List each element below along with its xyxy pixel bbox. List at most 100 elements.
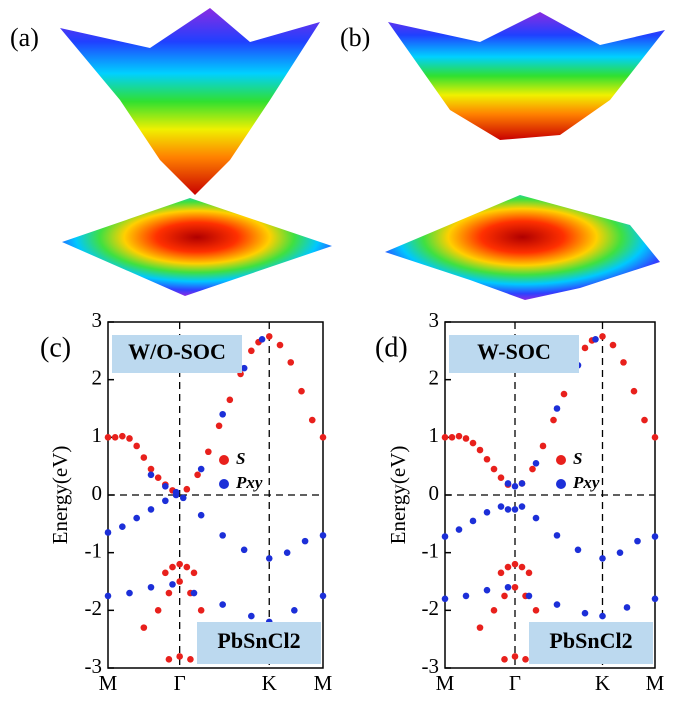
band-point	[258, 336, 266, 343]
band-point	[599, 333, 606, 340]
legend-marker	[556, 455, 566, 465]
x-tick-label: M	[436, 671, 455, 695]
legend-label: Pxy	[235, 473, 263, 492]
y-tick-label: -1	[422, 538, 440, 562]
x-tick-label: K	[595, 671, 610, 695]
band-point	[183, 563, 191, 571]
legend-marker	[556, 479, 566, 489]
band-point	[518, 480, 526, 487]
x-tick-label: K	[262, 671, 277, 695]
band-point	[553, 601, 561, 608]
band-point	[462, 592, 470, 600]
annotation: W-SOC	[477, 339, 551, 364]
band-point	[219, 410, 226, 418]
panel-label: (b)	[340, 23, 370, 52]
band-point	[483, 509, 491, 516]
annotation: W/O-SOC	[128, 339, 226, 364]
band-point	[283, 549, 291, 556]
band-point	[176, 560, 183, 568]
band-point	[172, 488, 180, 496]
band-point	[441, 434, 449, 441]
y-tick-label: -2	[422, 596, 440, 620]
band-point	[539, 442, 547, 450]
band-point	[462, 435, 470, 442]
band-point	[119, 432, 126, 440]
band-point	[490, 607, 498, 614]
band-point	[599, 555, 606, 562]
band-point	[455, 432, 463, 440]
band-point	[104, 529, 112, 536]
band-point	[219, 532, 226, 539]
band-point	[455, 526, 463, 533]
band-point	[248, 612, 255, 620]
y-tick-label: 1	[92, 423, 103, 447]
y-tick-label: 0	[92, 481, 103, 505]
band-point	[504, 480, 512, 487]
band-point	[511, 506, 519, 513]
x-tick-label: Γ	[174, 671, 186, 695]
band-point	[165, 589, 173, 597]
panel-label: (a)	[10, 23, 39, 52]
band-point	[550, 416, 557, 424]
y-axis-label: Energy(eV)	[48, 446, 72, 545]
band-point	[623, 604, 631, 611]
band-point	[483, 586, 491, 594]
band-point	[504, 506, 512, 513]
band-point	[630, 387, 638, 395]
legend-label: Pxy	[572, 473, 600, 492]
band-point	[518, 503, 526, 510]
band-point	[651, 533, 659, 540]
band-point	[525, 569, 533, 577]
band-point	[126, 589, 133, 597]
plot-frame	[444, 321, 656, 669]
legend-marker	[219, 455, 229, 465]
band-point	[574, 546, 582, 554]
band-point	[194, 471, 201, 479]
band-point	[133, 514, 140, 522]
legend-label: S	[573, 449, 582, 468]
annotation: PbSnCl2	[549, 628, 632, 653]
band-point	[190, 589, 198, 597]
band-point	[634, 537, 641, 545]
panel-label: (d)	[375, 332, 408, 363]
band-point	[154, 474, 162, 482]
band-point	[301, 537, 309, 545]
band-point	[219, 601, 226, 608]
band-point	[147, 506, 155, 513]
band-point	[147, 583, 155, 591]
band-point	[140, 454, 148, 461]
band-point	[298, 387, 305, 395]
band-point	[553, 405, 561, 412]
band-point	[147, 471, 155, 479]
band-point	[511, 653, 519, 660]
y-tick-label: -1	[85, 538, 103, 562]
y-tick-label: -2	[85, 596, 103, 620]
band-point	[532, 514, 540, 522]
band-point	[616, 549, 624, 556]
band-point	[197, 607, 205, 614]
y-tick-label: 1	[429, 423, 440, 447]
band-point	[497, 474, 505, 482]
band-point	[620, 359, 627, 366]
band-point	[104, 434, 112, 441]
surface-b	[385, 12, 665, 300]
y-tick-label: -3	[85, 654, 103, 678]
x-tick-label: M	[99, 671, 118, 695]
band-point	[291, 607, 298, 614]
band-point	[169, 581, 176, 588]
band-point	[197, 465, 205, 473]
annotation-box	[449, 335, 579, 373]
band-point	[205, 448, 212, 456]
annotation-box	[112, 335, 242, 373]
band-point	[319, 434, 327, 441]
band-point	[511, 560, 519, 568]
band-point	[162, 483, 169, 490]
band-point	[240, 364, 248, 372]
y-tick-label: -3	[422, 654, 440, 678]
band-point	[469, 439, 477, 447]
band-point	[599, 612, 606, 620]
x-tick-label: M	[314, 671, 333, 695]
band-point	[641, 416, 648, 424]
band-point	[560, 390, 568, 398]
